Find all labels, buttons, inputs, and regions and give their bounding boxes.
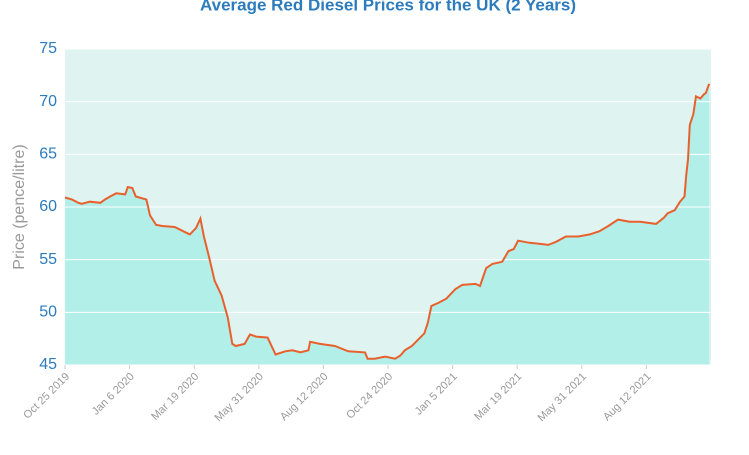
y-tick-label: 60 bbox=[39, 198, 57, 215]
y-axis-title: Price (pence/litre) bbox=[11, 144, 28, 269]
chart-title: Average Red Diesel Prices for the UK (2 … bbox=[200, 0, 576, 14]
price-line bbox=[64, 83, 711, 360]
area-fill bbox=[65, 83, 710, 366]
x-tick-label: May 31 2021 bbox=[536, 371, 589, 424]
x-tick-label: Aug 12 2020 bbox=[278, 371, 331, 424]
x-tick-label: May 31 2020 bbox=[213, 371, 266, 424]
x-tick-label: Oct 24 2020 bbox=[344, 371, 395, 422]
y-tick-label: 65 bbox=[39, 146, 57, 163]
y-tick-label: 75 bbox=[39, 40, 57, 57]
y-tick-label: 45 bbox=[39, 356, 57, 373]
y-tick-label: 50 bbox=[39, 304, 57, 321]
x-tick-label: Mar 19 2020 bbox=[149, 371, 201, 423]
x-tick-label: Oct 25 2019 bbox=[21, 371, 72, 422]
y-tick-label: 55 bbox=[39, 251, 57, 268]
y-tick-label: 70 bbox=[39, 93, 57, 110]
x-tick-label: Jan 5 2021 bbox=[413, 371, 460, 418]
x-tick-label: Aug 12 2021 bbox=[601, 371, 654, 424]
x-tick-label: Mar 19 2021 bbox=[472, 371, 524, 423]
x-tick-label: Jan 6 2020 bbox=[90, 371, 137, 418]
